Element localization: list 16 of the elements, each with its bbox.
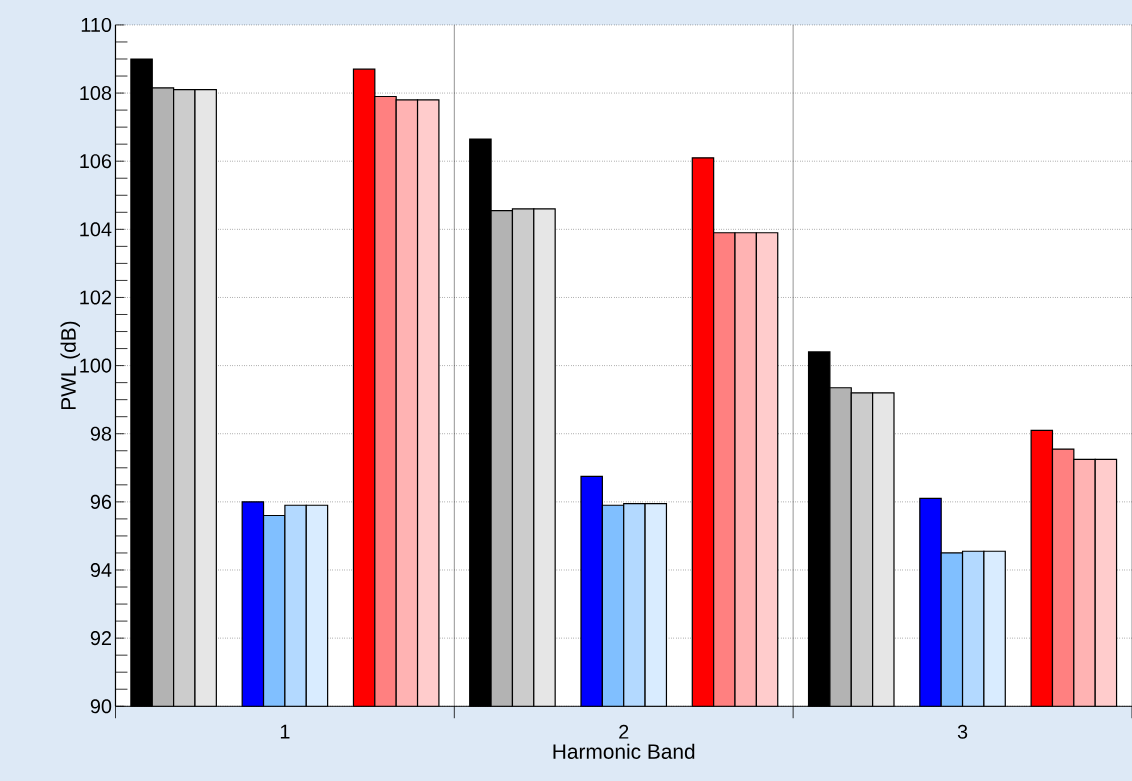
y-tick-label: 92 [90, 631, 111, 646]
y-tick-label: 108 [80, 86, 112, 101]
x-tick-label: 2 [619, 724, 629, 739]
y-tick-label: 102 [80, 290, 111, 305]
y-tick-label: 106 [80, 154, 112, 169]
y-tick-label: 94 [90, 562, 112, 577]
y-tick-label: 90 [90, 699, 112, 714]
y-tick-label: 98 [90, 426, 112, 441]
y-tick-label: 104 [80, 222, 112, 237]
x-tick-label: 3 [957, 724, 968, 739]
y-tick-label: 96 [90, 494, 112, 509]
y-tick-label: 100 [80, 358, 112, 373]
y-tick-label: 110 [81, 17, 112, 32]
y-axis-title: PWL (dB) [60, 321, 80, 410]
x-axis-title: Harmonic Band [553, 743, 695, 759]
x-tick-label: 1 [280, 724, 290, 739]
